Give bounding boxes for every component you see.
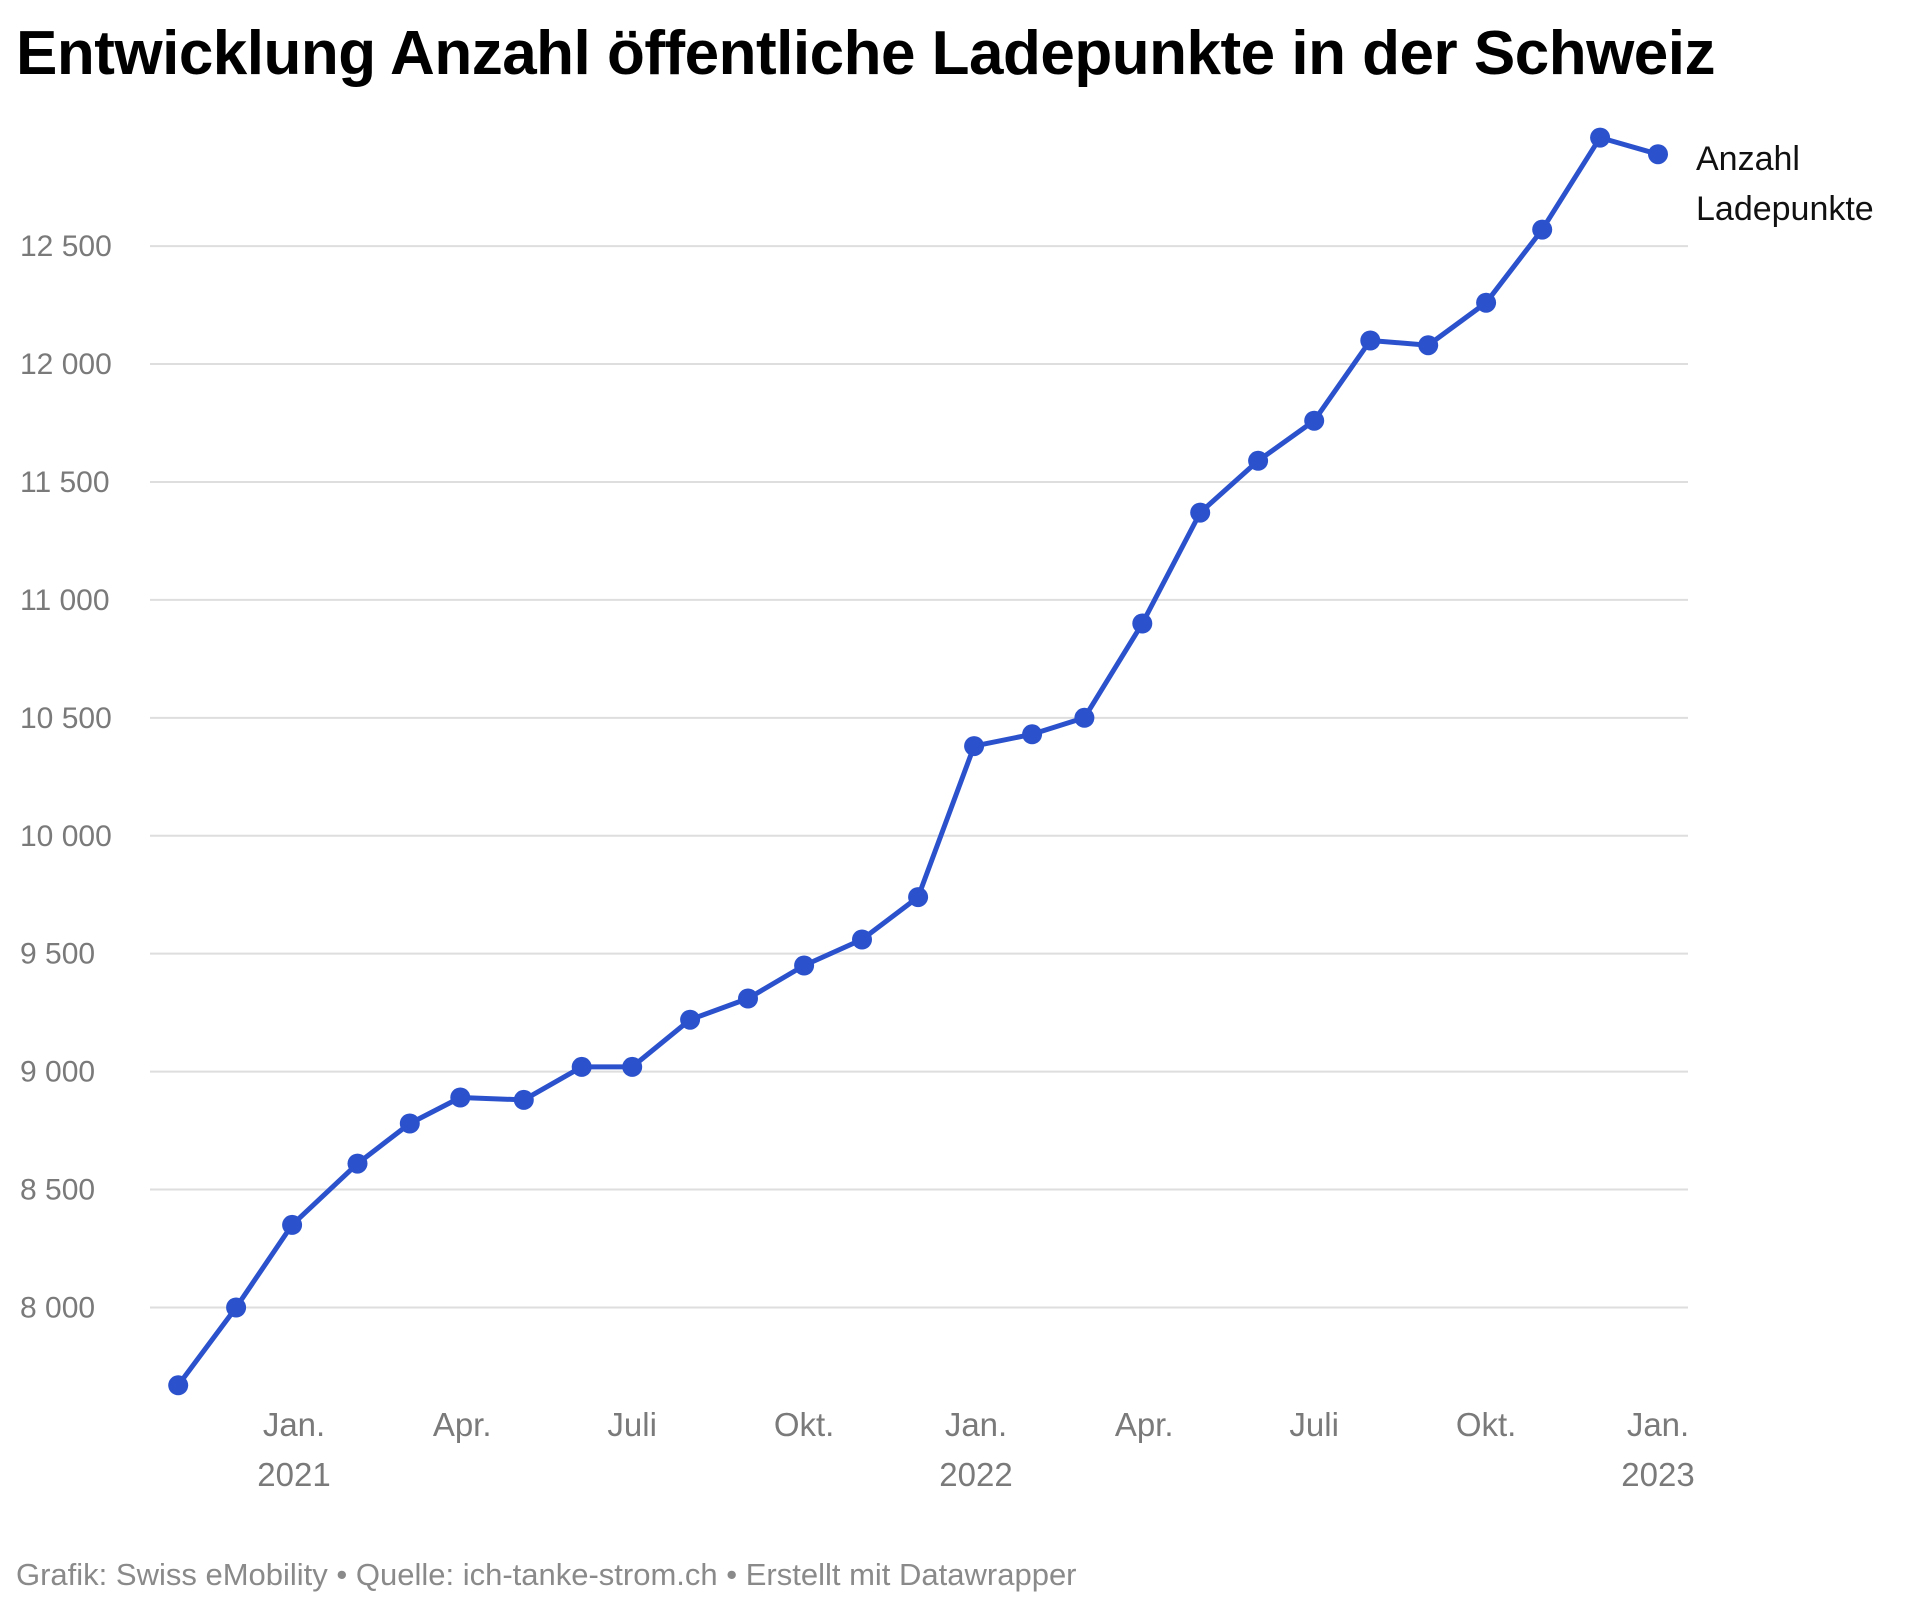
y-tick-label: 11 000 [20, 584, 110, 617]
x-tick-label: Juli [607, 1406, 657, 1443]
data-point [1190, 502, 1211, 523]
data-point [1590, 127, 1611, 148]
data-point [622, 1056, 643, 1077]
x-tick-label: Juli [1289, 1406, 1339, 1443]
legend: Anzahl Ladepunkte [1696, 140, 1874, 228]
data-point [399, 1113, 420, 1134]
y-tick-label: 10 500 [20, 702, 112, 735]
x-tick-label: Okt. [774, 1406, 835, 1443]
data-point [964, 736, 985, 757]
data-point [1476, 292, 1497, 313]
y-tick-label: 9 000 [20, 1056, 95, 1089]
series-anzahl-ladepunkte [168, 127, 1668, 1396]
data-point [680, 1009, 701, 1030]
data-point [794, 955, 815, 976]
y-tick-label: 11 500 [20, 466, 110, 499]
y-tick-label: 12 500 [20, 230, 112, 263]
data-point [852, 929, 872, 950]
data-point [1074, 707, 1095, 728]
y-axis: 8 000 8 500 9 000 9 500 10 000 10 500 11 000 11… [20, 230, 112, 1324]
data-point [1132, 613, 1153, 634]
data-point [450, 1087, 471, 1108]
x-tick-label: Jan. [263, 1406, 325, 1443]
x-tick-label: Okt. [1456, 1406, 1517, 1443]
y-tick-label: 8 500 [20, 1174, 95, 1207]
data-point [1022, 724, 1043, 745]
data-point [1248, 450, 1269, 471]
data-point [282, 1214, 303, 1235]
series-line [175, 135, 1661, 1388]
data-point [347, 1153, 368, 1174]
y-tick-label: 9 500 [20, 938, 95, 971]
data-point [571, 1056, 592, 1077]
x-tick-year-label: 2022 [939, 1456, 1012, 1493]
gridlines [150, 245, 1688, 1309]
data-point [1418, 335, 1439, 356]
x-tick-label: Jan. [945, 1406, 1007, 1443]
data-point [1532, 219, 1553, 240]
data-point [908, 887, 929, 908]
legend-label: Anzahl Ladepunkte [1696, 140, 1874, 228]
y-tick-label: 8 000 [20, 1291, 95, 1324]
data-point [1360, 330, 1381, 351]
data-point [1304, 410, 1325, 431]
source-footer: Grafik: Swiss eMobility • Quelle: ich-ta… [16, 1557, 1077, 1592]
x-tick-label: Apr. [433, 1406, 492, 1443]
data-point [168, 1375, 189, 1396]
chart-title: Entwicklung Anzahl öffentliche Ladepunkt… [16, 19, 1716, 88]
y-tick-label: 10 000 [20, 820, 112, 853]
x-tick-year-label: 2023 [1621, 1456, 1694, 1493]
data-point [226, 1297, 247, 1318]
x-axis: Jan. 2021 Apr. Juli Okt. Jan. 2022 Apr. Juli Okt.… [257, 1406, 1694, 1493]
data-point [513, 1089, 534, 1110]
x-tick-label: Apr. [1115, 1406, 1174, 1443]
x-tick-label: Jan. [1627, 1406, 1689, 1443]
x-tick-year-label: 2021 [257, 1456, 330, 1493]
data-point [1648, 144, 1668, 165]
data-point [738, 988, 758, 1009]
y-tick-label: 12 000 [20, 348, 112, 381]
